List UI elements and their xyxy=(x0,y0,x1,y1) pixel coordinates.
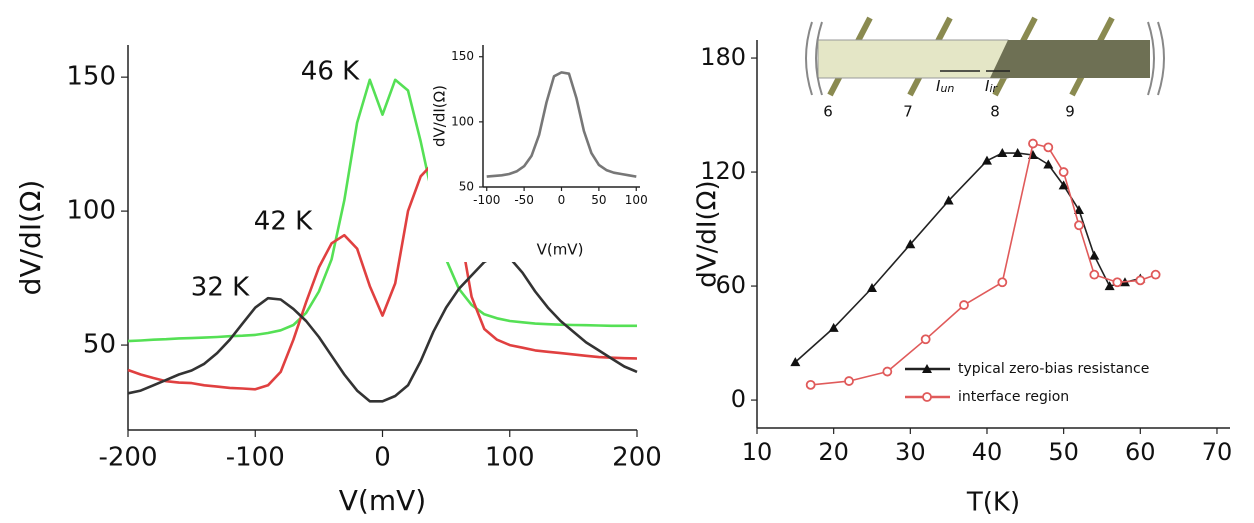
break-marks xyxy=(805,21,1165,96)
marker xyxy=(1058,180,1069,190)
marker xyxy=(981,155,992,165)
series-line xyxy=(794,152,1141,363)
x-axis-label: V(mV) xyxy=(537,241,584,259)
marker xyxy=(922,364,932,373)
y-tick-label: 150 xyxy=(451,49,474,63)
y-axis-label: dV/dI(Ω) xyxy=(693,180,723,287)
series-line xyxy=(127,254,638,403)
legend-label: typical zero-bias resistance xyxy=(958,361,1149,377)
marker xyxy=(1043,159,1054,169)
y-tick-label: 60 xyxy=(715,271,746,299)
marker xyxy=(1012,148,1023,158)
contact-label: 8 xyxy=(990,103,1000,121)
marker xyxy=(828,322,839,332)
y-axis-label: dV/dI(Ω) xyxy=(431,85,449,147)
contact-label: 6 xyxy=(823,103,833,121)
marker xyxy=(905,239,916,249)
sample-dark xyxy=(990,40,1150,78)
marker xyxy=(1074,220,1084,231)
series-line xyxy=(127,161,638,391)
contact-label: 7 xyxy=(903,103,913,121)
y-axis-label: dV/dI(Ω) xyxy=(14,180,47,296)
x-tick-label: 70 xyxy=(1202,438,1233,466)
marker xyxy=(1058,167,1069,177)
x-tick-label: 20 xyxy=(818,438,849,466)
contact-label: 9 xyxy=(1065,103,1075,121)
x-tick-label: 60 xyxy=(1125,438,1156,466)
y-tick-label: 150 xyxy=(66,62,116,92)
x-tick-label: 100 xyxy=(625,193,648,207)
current-subscript: un xyxy=(940,82,954,95)
x-tick-label: -100 xyxy=(226,442,285,472)
marker xyxy=(959,300,969,310)
current-label: Iun xyxy=(936,77,954,96)
x-tick-label: 30 xyxy=(895,438,926,466)
marker xyxy=(790,357,801,367)
x-tick-label: 50 xyxy=(591,193,606,207)
x-tick-label: 50 xyxy=(1048,438,1079,466)
current-symbol: I xyxy=(985,77,990,95)
series-label: 32 K xyxy=(191,273,250,303)
chart: 10 20 30 40 50 60 70 0 60 120 180 T(K) dV/dI(Ω) typic… xyxy=(693,40,1233,518)
marker xyxy=(1043,142,1054,153)
y-tick-label: 100 xyxy=(66,196,116,226)
x-tick-label: 10 xyxy=(742,438,773,466)
current-label: Iir xyxy=(985,77,998,96)
series-line xyxy=(810,142,1156,386)
marker xyxy=(1028,138,1038,149)
marker xyxy=(920,334,931,345)
inset-background xyxy=(428,40,650,262)
y-tick-label: 120 xyxy=(700,157,746,185)
current-subscript: ir xyxy=(989,82,998,95)
x-tick-label: -200 xyxy=(98,442,157,472)
marker xyxy=(1073,205,1084,215)
x-tick-label: 0 xyxy=(374,442,391,472)
marker xyxy=(1089,250,1100,260)
marker xyxy=(866,282,877,292)
x-axis-label: T(K) xyxy=(966,488,1020,518)
marker xyxy=(997,148,1008,158)
device-diagram: 6 7 8 9 Iun Iir xyxy=(805,16,1165,121)
legend-label: interface region xyxy=(958,389,1069,405)
marker xyxy=(997,277,1008,288)
x-tick-label: 200 xyxy=(612,442,662,472)
marker xyxy=(922,392,932,402)
x-tick-label: 100 xyxy=(485,442,535,472)
x-axis-label: V(mV) xyxy=(339,484,426,517)
chart: -100 -50 0 50 100 50 100 150 V(mV) dV/dI(Ω) xyxy=(428,40,650,262)
y-tick-label: 0 xyxy=(731,385,746,413)
marker xyxy=(1089,269,1100,280)
marker xyxy=(1135,275,1146,286)
current-symbol: I xyxy=(936,77,941,95)
marker xyxy=(882,366,893,377)
y-tick-label: 50 xyxy=(83,330,116,360)
sample-light xyxy=(817,39,1009,79)
marker xyxy=(1104,281,1115,291)
series-label: 46 K xyxy=(301,57,360,87)
y-tick-label: 180 xyxy=(700,43,746,71)
x-tick-label: -100 xyxy=(473,193,500,207)
series-line xyxy=(486,71,637,178)
marker xyxy=(805,379,816,390)
marker xyxy=(943,195,954,205)
marker xyxy=(1150,269,1161,280)
series-label: 42 K xyxy=(254,207,313,237)
x-tick-label: -50 xyxy=(514,193,534,207)
x-tick-label: 0 xyxy=(558,193,566,207)
marker xyxy=(1112,277,1123,288)
chart: -200 -100 0 100 200 50 100 150 V(mV) dV/dI(Ω) 46 K… xyxy=(14,45,662,517)
y-tick-label: 50 xyxy=(459,180,474,194)
marker xyxy=(844,376,854,386)
y-tick-label: 100 xyxy=(451,114,474,128)
x-tick-label: 40 xyxy=(972,438,1003,466)
series-line xyxy=(127,78,637,343)
